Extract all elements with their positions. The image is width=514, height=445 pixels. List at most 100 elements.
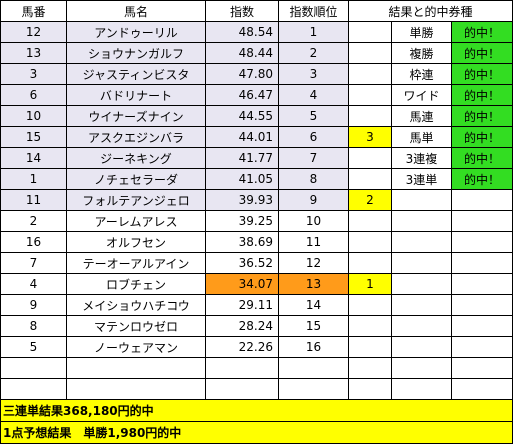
index-rank-cell: 5 xyxy=(278,105,349,127)
index-cell: 29.11 xyxy=(205,294,279,316)
horse-name-cell: アーレムアレス xyxy=(66,210,206,232)
horse-name-cell: バドリナート xyxy=(66,84,206,106)
index-cell: 47.80 xyxy=(205,63,279,85)
bet-type-cell xyxy=(391,294,452,316)
table-row: 8 マテンロウゼロ 28.24 15 xyxy=(0,315,513,337)
result-cell xyxy=(348,336,392,358)
index-rank-cell: 8 xyxy=(278,168,349,190)
horse-number-cell: 10 xyxy=(0,105,67,127)
index-cell: 48.44 xyxy=(205,42,279,64)
table-row: 16 オルフセン 38.69 11 xyxy=(0,231,513,253)
index-cell: 38.69 xyxy=(205,231,279,253)
index-rank-cell: 3 xyxy=(278,63,349,85)
bet-type-cell: 馬連 xyxy=(391,105,452,127)
header-index: 指数 xyxy=(205,0,279,22)
table-row: 4 ロブチェン 34.07 13 1 xyxy=(0,273,513,295)
horse-name-cell: オルフセン xyxy=(66,231,206,253)
result-cell xyxy=(348,315,392,337)
bet-type-cell: 枠連 xyxy=(391,63,452,85)
index-rank-cell: 16 xyxy=(278,336,349,358)
single-pick-result-note: 1点予想結果 単勝1,980円的中 xyxy=(0,421,513,444)
footer-row: 三連単結果368,180円的中 xyxy=(0,399,513,422)
table-row xyxy=(0,357,513,379)
horse-number-cell: 15 xyxy=(0,126,67,148)
horse-name-cell: フォルテアンジェロ xyxy=(66,189,206,211)
result-cell xyxy=(348,105,392,127)
index-cell: 41.05 xyxy=(205,168,279,190)
index-rank-cell: 9 xyxy=(278,189,349,211)
table-row: 12 アンドゥーリル 48.54 1 単勝 的中！ xyxy=(0,21,513,43)
header-horse-number: 馬番 xyxy=(0,0,67,22)
hit-cell: 的中！ xyxy=(451,42,513,64)
bet-type-cell: 3連単 xyxy=(391,168,452,190)
result-cell: 2 xyxy=(348,189,392,211)
horse-number-cell: 12 xyxy=(0,21,67,43)
result-cell xyxy=(348,294,392,316)
table-row: 14 ジーネキング 41.77 7 3連複 的中！ xyxy=(0,147,513,169)
header-row: 馬番 馬名 指数 指数順位 結果と的中券種 xyxy=(0,0,513,22)
result-cell xyxy=(348,168,392,190)
trifecta-result-note: 三連単結果368,180円的中 xyxy=(0,399,513,422)
index-cell: 41.77 xyxy=(205,147,279,169)
horse-number-cell: 13 xyxy=(0,42,67,64)
horse-number-cell: 8 xyxy=(0,315,67,337)
horse-number-cell: 3 xyxy=(0,63,67,85)
hit-cell xyxy=(451,357,513,379)
table-row: 3 ジャスティンビスタ 47.80 3 枠連 的中！ xyxy=(0,63,513,85)
hit-cell: 的中！ xyxy=(451,168,513,190)
hit-cell xyxy=(451,231,513,253)
table-row: 13 ショウナンガルフ 48.44 2 複勝 的中！ xyxy=(0,42,513,64)
index-cell: 39.93 xyxy=(205,189,279,211)
bet-type-cell xyxy=(391,378,452,400)
hit-cell xyxy=(451,189,513,211)
index-rank-cell xyxy=(278,378,349,400)
hit-cell xyxy=(451,336,513,358)
horse-name-cell: ジーネキング xyxy=(66,147,206,169)
result-cell xyxy=(348,147,392,169)
result-cell xyxy=(348,63,392,85)
horse-number-cell: 11 xyxy=(0,189,67,211)
bet-type-cell xyxy=(391,210,452,232)
index-cell xyxy=(205,378,279,400)
index-rank-cell: 4 xyxy=(278,84,349,106)
index-cell xyxy=(205,357,279,379)
index-cell: 34.07 xyxy=(205,273,279,295)
bet-type-cell: 単勝 xyxy=(391,21,452,43)
hit-cell: 的中！ xyxy=(451,84,513,106)
result-cell: 1 xyxy=(348,273,392,295)
hit-cell xyxy=(451,378,513,400)
table-row: 7 テーオーアルアイン 36.52 12 xyxy=(0,252,513,274)
horse-number-cell: 14 xyxy=(0,147,67,169)
result-cell xyxy=(348,378,392,400)
header-horse-name: 馬名 xyxy=(66,0,206,22)
hit-cell xyxy=(451,315,513,337)
index-cell: 44.01 xyxy=(205,126,279,148)
index-rank-cell: 10 xyxy=(278,210,349,232)
horse-number-cell: 5 xyxy=(0,336,67,358)
horse-name-cell: マテンロウゼロ xyxy=(66,315,206,337)
result-cell xyxy=(348,357,392,379)
index-rank-cell: 11 xyxy=(278,231,349,253)
horse-name-cell: メイショウハチコウ xyxy=(66,294,206,316)
horse-name-cell: ロブチェン xyxy=(66,273,206,295)
horse-number-cell: 6 xyxy=(0,84,67,106)
bet-type-cell xyxy=(391,189,452,211)
hit-cell: 的中！ xyxy=(451,105,513,127)
table-row: 9 メイショウハチコウ 29.11 14 xyxy=(0,294,513,316)
horse-number-cell: 1 xyxy=(0,168,67,190)
index-rank-cell: 14 xyxy=(278,294,349,316)
horse-name-cell: ノチェセラーダ xyxy=(66,168,206,190)
bet-type-cell xyxy=(391,357,452,379)
index-cell: 46.47 xyxy=(205,84,279,106)
bet-type-cell xyxy=(391,231,452,253)
horse-name-cell xyxy=(66,357,206,379)
horse-name-cell: ショウナンガルフ xyxy=(66,42,206,64)
result-cell xyxy=(348,210,392,232)
result-cell xyxy=(348,231,392,253)
hit-cell xyxy=(451,210,513,232)
index-rank-cell: 15 xyxy=(278,315,349,337)
index-rank-cell: 12 xyxy=(278,252,349,274)
bet-type-cell xyxy=(391,315,452,337)
header-index-rank: 指数順位 xyxy=(278,0,349,22)
